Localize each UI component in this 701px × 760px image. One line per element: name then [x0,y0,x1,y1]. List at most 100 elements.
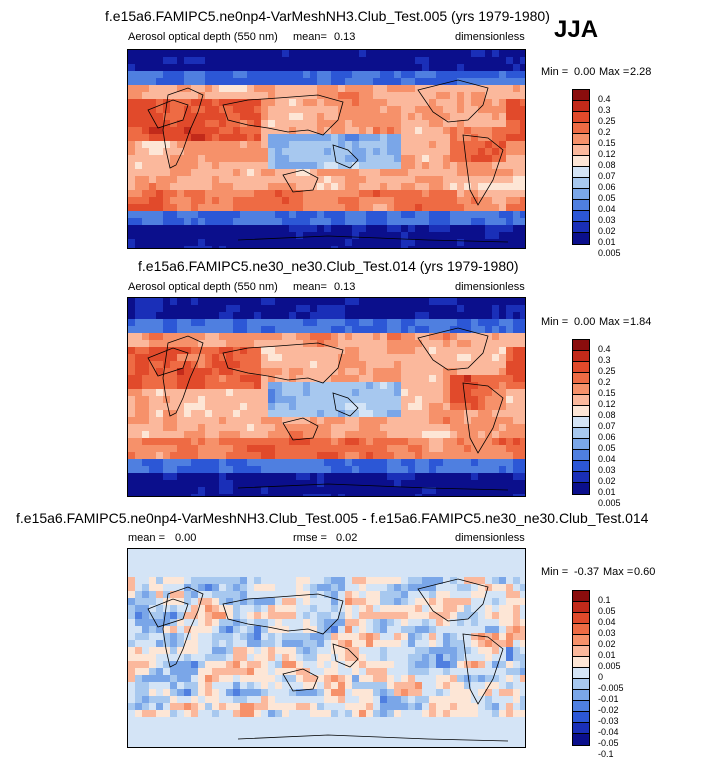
colorbar-tick-label: 0.4 [598,94,611,104]
panel1-title: f.e15a6.FAMIPC5.ne0np4-VarMeshNH3.Club_T… [105,8,550,24]
colorbar-tick-label: 0.03 [598,628,616,638]
colorbar-tick-label: 0.06 [598,432,616,442]
colorbar-box [573,189,589,200]
colorbar-box [573,233,589,244]
colorbar-box [573,701,589,712]
colorbar-tick-label: 0.07 [598,421,616,431]
panel2-min-label: Min = [541,316,569,328]
colorbar-box [573,167,589,178]
colorbar-tick-label: 0.08 [598,160,616,170]
colorbar-tick-label: 0.12 [598,149,616,159]
colorbar-box [573,101,589,112]
colorbar-tick-label: 0.07 [598,171,616,181]
colorbar-box [573,635,589,646]
colorbar-tick-label: 0.03 [598,465,616,475]
colorbar-tick-label: 0.05 [598,443,616,453]
colorbar-tick-label: 0.25 [598,116,616,126]
panel1-max-label: Max = [599,66,630,78]
colorbar-box [573,657,589,668]
colorbar-tick-label: 0.3 [598,355,611,365]
colorbar-box [573,340,589,351]
colorbar-tick-label: 0.06 [598,182,616,192]
colorbar-tick-label: 0.1 [598,595,611,605]
colorbar-box [573,712,589,723]
colorbar-box [573,679,589,690]
colorbar-tick-label: 0.005 [598,248,621,258]
colorbar-tick-label: 0.04 [598,454,616,464]
panel2-variable: Aerosol optical depth (550 nm) [128,281,278,293]
map-field [128,549,525,747]
colorbar-box [573,723,589,734]
panel3-min-value: -0.37 [574,566,600,578]
panel1-colorbar [572,89,590,245]
panel3-mean-value: 0.00 [175,532,197,544]
colorbar-box [573,351,589,362]
panel2-max-label: Max = [599,316,630,328]
panel3-min-label: Min = [541,566,569,578]
map-field [128,50,525,248]
colorbar-tick-label: -0.03 [598,716,619,726]
colorbar-tick-label: 0.02 [598,226,616,236]
panel2-title: f.e15a6.FAMIPC5.ne30_ne30.Club_Test.014 … [138,258,519,274]
panel1-min-value: 0.00 [574,66,596,78]
map-field [128,298,525,496]
colorbar-box [573,668,589,679]
panel2-units: dimensionless [455,281,525,293]
colorbar-tick-label: -0.04 [598,727,619,737]
colorbar-box [573,200,589,211]
colorbar-tick-label: 0.01 [598,237,616,247]
colorbar-box [573,428,589,439]
colorbar-tick-label: -0.005 [598,683,624,693]
panel3-rmse-value: 0.02 [336,532,358,544]
colorbar-tick-label: 0.3 [598,105,611,115]
panel2-mean-label: mean= [293,281,327,293]
panel3-max-label: Max = [603,566,634,578]
colorbar-box [573,624,589,635]
panel3-rmse-label: rmse = [293,532,327,544]
colorbar-box [573,112,589,123]
colorbar-box [573,450,589,461]
panel2-mean-value: 0.13 [334,281,356,293]
colorbar-box [573,134,589,145]
colorbar-tick-label: 0.03 [598,215,616,225]
colorbar-tick-label: 0.05 [598,193,616,203]
colorbar-tick-label: 0.02 [598,639,616,649]
panel2-colorbar [572,339,590,495]
colorbar-tick-label: 0.2 [598,127,611,137]
panel1-max-value: 2.28 [630,66,652,78]
panel3-map [127,548,526,748]
colorbar-box [573,211,589,222]
colorbar-box [573,690,589,701]
colorbar-tick-label: -0.05 [598,738,619,748]
colorbar-tick-label: 0 [598,672,604,682]
colorbar-box [573,406,589,417]
panel3-max-value: 0.60 [634,566,656,578]
colorbar-box [573,646,589,657]
colorbar-tick-label: 0.02 [598,476,616,486]
colorbar-tick-label: 0.4 [598,344,611,354]
colorbar-tick-label: 0.25 [598,366,616,376]
colorbar-tick-label: 0.01 [598,487,616,497]
colorbar-box [573,178,589,189]
colorbar-tick-label: 0.08 [598,410,616,420]
panel1-mean-label: mean= [293,31,327,43]
colorbar-tick-label: -0.02 [598,705,619,715]
colorbar-box [573,222,589,233]
colorbar-tick-label: -0.01 [598,694,619,704]
panel1-variable: Aerosol optical depth (550 nm) [128,31,278,43]
colorbar-box [573,483,589,494]
season-label: JJA [554,16,599,43]
colorbar-box [573,439,589,450]
colorbar-tick-label: 0.05 [598,606,616,616]
colorbar-box [573,417,589,428]
colorbar-box [573,384,589,395]
panel3-colorbar [572,590,590,746]
colorbar-box [573,472,589,483]
panel1-min-label: Min = [541,66,569,78]
panel2-map [127,297,526,497]
colorbar-tick-label: 0.005 [598,661,621,671]
colorbar-box [573,362,589,373]
colorbar-box [573,461,589,472]
colorbar-tick-label: -0.1 [598,749,614,759]
colorbar-tick-label: 0.01 [598,650,616,660]
